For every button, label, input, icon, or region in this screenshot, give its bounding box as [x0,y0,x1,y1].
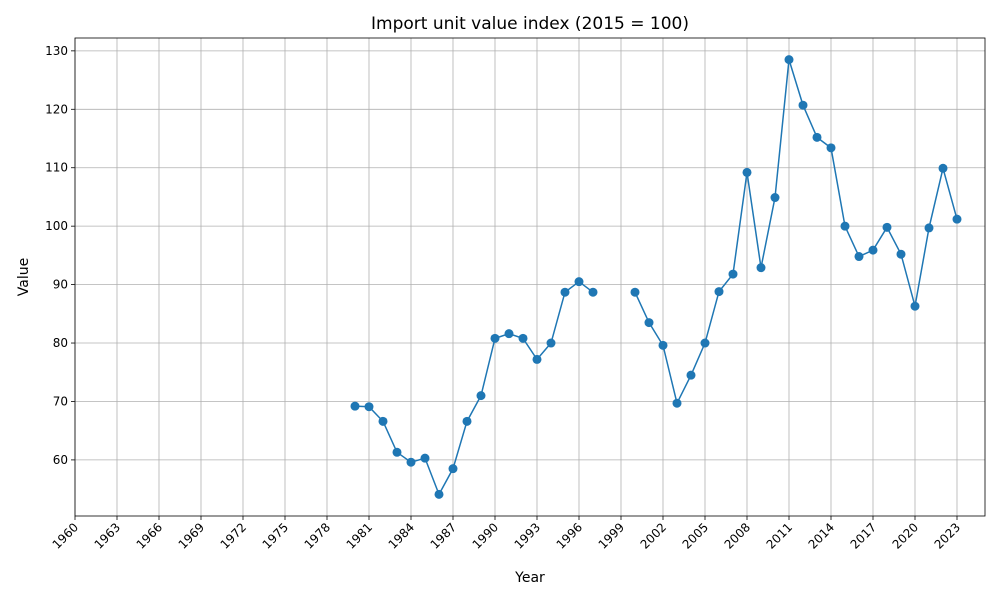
data-point [504,329,514,339]
x-tick-label: 1978 [302,520,333,551]
y-tick-label: 70 [53,394,68,408]
data-point [518,333,528,343]
x-tick-label: 2011 [764,520,795,551]
x-tick-label: 1993 [512,520,543,551]
data-point [742,167,752,177]
x-tick-label: 2014 [806,520,837,551]
data-point [588,287,598,297]
y-tick-label: 60 [53,453,68,467]
x-tick-label: 2020 [890,520,921,551]
chart-title: Import unit value index (2015 = 100) [371,14,689,34]
y-tick-label: 100 [45,219,68,233]
y-axis-label: Value [16,258,32,296]
data-point [770,193,780,203]
x-tick-label: 2008 [722,520,753,551]
data-point [826,143,836,153]
data-point [672,398,682,408]
data-point [840,221,850,231]
data-point [364,402,374,412]
data-point [910,301,920,311]
y-tick-label: 80 [53,336,68,350]
data-line [354,59,958,497]
data-point [658,340,668,350]
data-point [462,416,472,426]
x-tick-label: 1975 [260,520,291,551]
y-tick-label: 130 [45,44,68,58]
data-point [938,163,948,173]
data-point [784,55,794,65]
x-tick-label: 1981 [344,520,375,551]
data-point [812,132,822,142]
y-tick-label: 120 [45,102,68,116]
data-point [574,277,584,287]
data-point [798,100,808,110]
data-point [686,370,696,380]
y-tick-label: 110 [45,161,68,175]
x-tick-label: 1966 [134,520,165,551]
data-point [560,287,570,297]
data-point [532,354,542,364]
data-point [448,464,458,474]
data-point [854,252,864,262]
x-tick-label: 1999 [596,520,627,551]
data-point [630,287,640,297]
x-tick-label: 2005 [680,520,711,551]
data-point [490,333,500,343]
plot-frame [74,37,986,517]
x-tick-label: 1972 [218,520,249,551]
data-point [420,453,430,463]
data-point [434,489,444,499]
x-tick-label: 1984 [386,520,417,551]
data-point [546,338,556,348]
x-tick-label: 1987 [428,520,459,551]
data-point [896,249,906,259]
x-axis-label: Year [514,570,545,586]
y-tick-label: 90 [53,278,68,292]
x-tick-label: 2023 [932,520,963,551]
x-tick-label: 1969 [176,520,207,551]
x-tick-label: 2002 [638,520,669,551]
data-point [350,401,360,411]
data-point [924,223,934,233]
data-point [700,338,710,348]
data-point [644,318,654,328]
data-point [406,457,416,467]
data-point [392,447,402,457]
x-tick-label: 2017 [848,520,879,551]
x-tick-label: 1960 [50,520,81,551]
data-point [868,245,878,255]
data-point [882,222,892,232]
data-point [378,416,388,426]
x-tick-label: 1990 [470,520,501,551]
x-tick-label: 1996 [554,520,585,551]
data-point [728,269,738,279]
data-point [714,287,724,297]
data-point [756,263,766,273]
data-point [952,214,962,224]
data-point [476,391,486,401]
x-tick-label: 1963 [92,520,123,551]
